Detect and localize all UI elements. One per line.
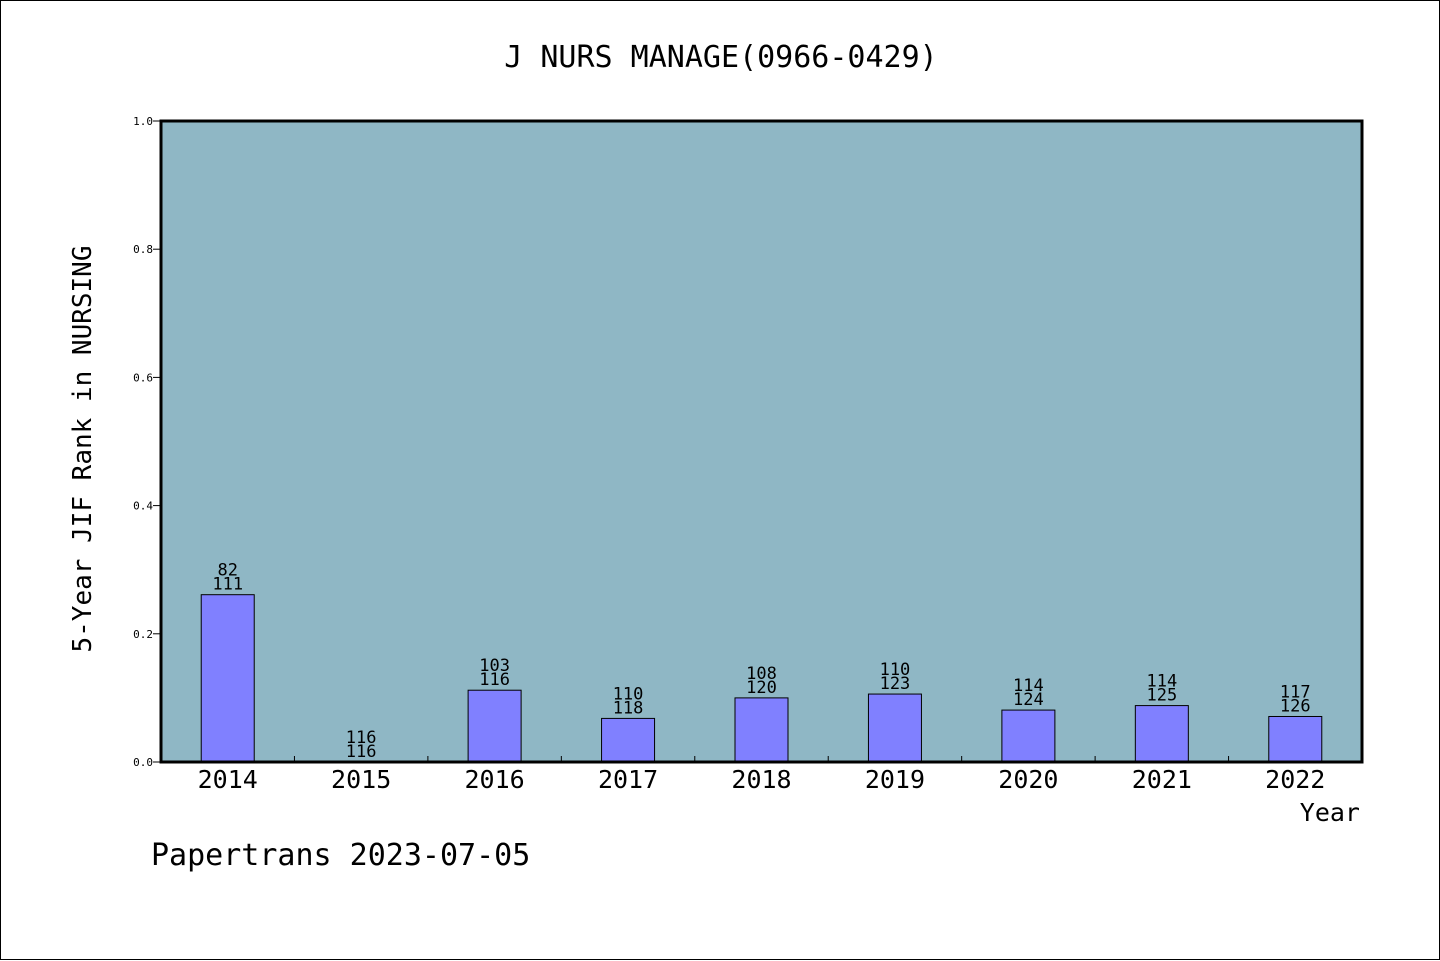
bar-2017 bbox=[601, 717, 656, 763]
y-tick-label: 0.0 bbox=[133, 756, 153, 769]
x-tick-label: 2015 bbox=[331, 765, 391, 794]
data-label-total: 126 bbox=[1280, 696, 1311, 716]
x-axis-label: Year bbox=[1300, 798, 1360, 827]
data-label-total: 111 bbox=[212, 575, 243, 595]
bar-2021 bbox=[1134, 705, 1189, 763]
x-axis-ticks: 2014 2015 2016 2017 2018 2019 2020 2021 2022 bbox=[198, 756, 1325, 794]
data-label-rank: 82 bbox=[217, 561, 237, 581]
data-label-rank: 103 bbox=[479, 656, 510, 676]
x-tick-label: 2022 bbox=[1265, 765, 1325, 794]
data-label-rank: 117 bbox=[1280, 682, 1311, 702]
y-axis-label: 5-Year JIF Rank in NURSING bbox=[68, 246, 98, 653]
data-label-total: 124 bbox=[1013, 690, 1044, 710]
plot-border bbox=[159, 119, 1364, 764]
data-label-total: 120 bbox=[746, 678, 777, 698]
data-label-rank: 114 bbox=[1013, 676, 1044, 696]
data-label-rank: 110 bbox=[880, 660, 911, 680]
y-axis-ticks: 0.0 0.2 0.4 0.6 0.8 1.0 bbox=[133, 115, 161, 769]
data-label-total: 118 bbox=[613, 698, 644, 718]
y-tick-label: 0.8 bbox=[133, 243, 153, 256]
data-label-rank: 110 bbox=[613, 684, 644, 704]
data-label-total: 116 bbox=[479, 670, 510, 690]
x-tick-label: 2016 bbox=[465, 765, 525, 794]
x-tick-label: 2017 bbox=[598, 765, 658, 794]
data-label-total: 123 bbox=[880, 674, 911, 694]
x-tick-label: 2021 bbox=[1132, 765, 1192, 794]
data-label-total: 116 bbox=[346, 742, 377, 762]
bar-2018 bbox=[734, 697, 789, 763]
x-tick-label: 2014 bbox=[198, 765, 258, 794]
x-tick-label: 2018 bbox=[731, 765, 791, 794]
bar-2019 bbox=[867, 693, 922, 763]
bar-2022 bbox=[1268, 715, 1323, 763]
data-label-total: 125 bbox=[1146, 686, 1177, 706]
y-tick-label: 0.6 bbox=[133, 371, 153, 384]
data-label-rank: 116 bbox=[346, 728, 377, 748]
bar-2014 bbox=[200, 594, 255, 763]
bar-2020 bbox=[1001, 709, 1056, 763]
data-label-rank: 114 bbox=[1146, 672, 1177, 692]
bar-2016 bbox=[467, 689, 522, 763]
data-label-rank: 108 bbox=[746, 664, 777, 684]
x-tick-label: 2020 bbox=[998, 765, 1058, 794]
x-tick-label: 2019 bbox=[865, 765, 925, 794]
plot-area bbox=[161, 121, 1362, 762]
y-tick-label: 0.2 bbox=[133, 628, 153, 641]
chart-title: J NURS MANAGE(0966-0429) bbox=[504, 40, 937, 75]
footer-text: Papertrans 2023-07-05 bbox=[151, 838, 530, 873]
y-tick-label: 1.0 bbox=[133, 115, 153, 128]
bar-series bbox=[200, 594, 1323, 763]
y-tick-label: 0.4 bbox=[133, 500, 153, 513]
